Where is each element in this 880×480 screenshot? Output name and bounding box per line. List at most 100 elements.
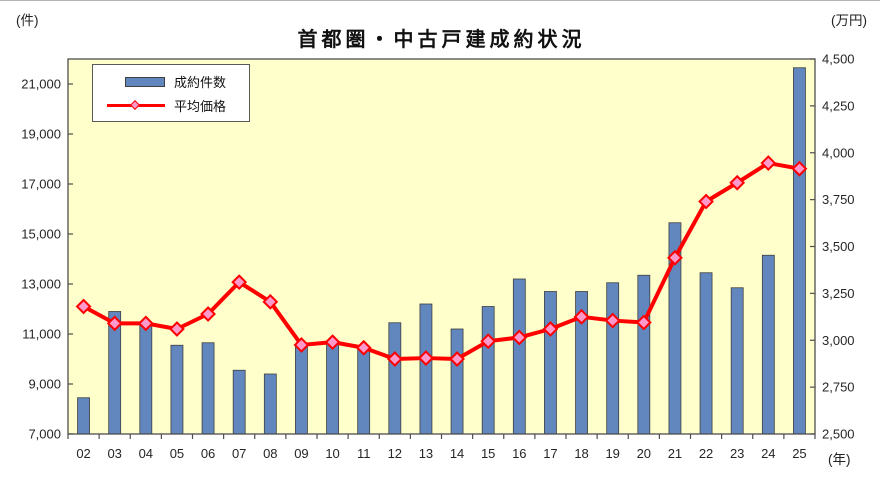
price-point-02 [75, 298, 92, 315]
right-tick-label: 4,500 [822, 52, 855, 67]
chart-title: 首都圏・中古戸建成約状況 [297, 29, 586, 51]
x-label-23: 23 [730, 446, 744, 461]
x-label-22: 22 [699, 446, 713, 461]
bar-17 [544, 291, 557, 435]
x-label-17: 17 [543, 446, 557, 461]
price-point-19 [604, 312, 621, 329]
x-label-09: 09 [294, 446, 308, 461]
x-label-16: 16 [512, 446, 526, 461]
bar-14 [450, 328, 464, 435]
x-label-15: 15 [481, 446, 495, 461]
price-point-15 [480, 333, 497, 350]
price-point-25 [791, 160, 808, 177]
x-label-18: 18 [574, 446, 588, 461]
x-label-03: 03 [107, 446, 121, 461]
price-point-23 [729, 174, 746, 191]
x-label-11: 11 [357, 446, 371, 461]
price-point-06 [200, 306, 216, 322]
right-tick-label: 2,750 [822, 380, 855, 395]
legend-bar-label: 成約件数 [174, 74, 227, 90]
x-label-08: 08 [263, 446, 277, 461]
price-point-04 [137, 315, 154, 332]
x-label-07: 07 [232, 446, 246, 461]
x-label-05: 05 [170, 446, 184, 461]
bar-07 [232, 369, 246, 435]
price-point-17 [542, 321, 559, 337]
bar-04 [139, 324, 153, 435]
price-point-14 [449, 351, 465, 367]
price-point-03 [106, 315, 123, 332]
bar-06 [201, 342, 215, 435]
x-label-25: 25 [792, 446, 806, 461]
price-point-21 [667, 249, 683, 266]
bar-12 [388, 322, 402, 435]
bar-15 [481, 306, 495, 435]
price-point-20 [635, 314, 652, 331]
left-tick-label: 13,000 [21, 277, 61, 292]
x-label-12: 12 [388, 446, 402, 461]
price-point-07 [231, 274, 248, 291]
x-label-21: 21 [668, 446, 682, 461]
bar-13 [419, 303, 433, 435]
right-tick-label: 3,250 [822, 286, 855, 301]
x-label-19: 19 [605, 446, 619, 461]
bar-20 [637, 274, 651, 435]
left-tick-label: 11,000 [22, 327, 61, 342]
x-label-04: 04 [139, 446, 153, 461]
x-label-13: 13 [419, 446, 433, 461]
left-tick-label: 19,000 [21, 127, 61, 142]
price-point-18 [573, 308, 590, 325]
x-label-06: 06 [201, 446, 215, 461]
bar-19 [606, 282, 620, 435]
x-label-14: 14 [450, 446, 464, 461]
x-label-24: 24 [761, 446, 775, 461]
price-point-09 [293, 337, 310, 353]
legend-line-swatch-icon [103, 97, 167, 113]
price-point-05 [169, 321, 185, 337]
bar-09 [295, 346, 308, 435]
left-axis-unit-label: (件) [16, 13, 39, 28]
left-tick-label: 9,000 [28, 377, 61, 392]
bar-11 [357, 347, 371, 435]
price-point-12 [386, 351, 403, 367]
bar-24 [761, 254, 775, 435]
legend-item-bar: 成約件数 [103, 73, 245, 90]
x-label-10: 10 [325, 446, 339, 461]
legend-item-line: 平均価格 [103, 97, 245, 114]
plot-border [67, 58, 816, 435]
right-tick-label: 3,500 [822, 239, 855, 254]
price-point-16 [511, 329, 528, 346]
right-tick-label: 2,500 [822, 427, 855, 442]
bar-25 [793, 67, 806, 435]
left-tick-label: 15,000 [21, 227, 61, 242]
right-tick-label: 4,000 [822, 145, 855, 160]
price-point-22 [698, 193, 714, 210]
left-tick-label: 21,000 [21, 77, 61, 92]
bar-08 [263, 373, 277, 435]
right-tick-label: 3,750 [822, 192, 855, 207]
price-point-13 [418, 350, 434, 366]
price-point-08 [262, 293, 279, 310]
price-point-11 [355, 339, 372, 356]
bar-10 [326, 343, 339, 435]
bar-23 [730, 287, 744, 435]
legend-bar-swatch-icon [103, 73, 167, 89]
right-axis-unit-label: (万円) [831, 13, 867, 28]
bar-05 [170, 344, 184, 435]
left-tick-label: 17,000 [21, 177, 61, 192]
right-tick-label: 4,250 [822, 98, 855, 113]
right-tick-label: 3,000 [822, 333, 855, 348]
price-point-24 [760, 155, 777, 171]
price-point-10 [324, 334, 341, 351]
bar-02 [77, 397, 90, 435]
x-label-02: 02 [76, 446, 90, 461]
bar-22 [699, 272, 713, 435]
legend-line-label: 平均価格 [174, 98, 227, 114]
x-axis-unit-label: (年) [828, 452, 851, 467]
x-label-20: 20 [637, 446, 651, 461]
bar-16 [512, 278, 526, 435]
legend: 成約件数 平均価格 [92, 64, 250, 122]
left-tick-label: 7,000 [28, 427, 61, 442]
